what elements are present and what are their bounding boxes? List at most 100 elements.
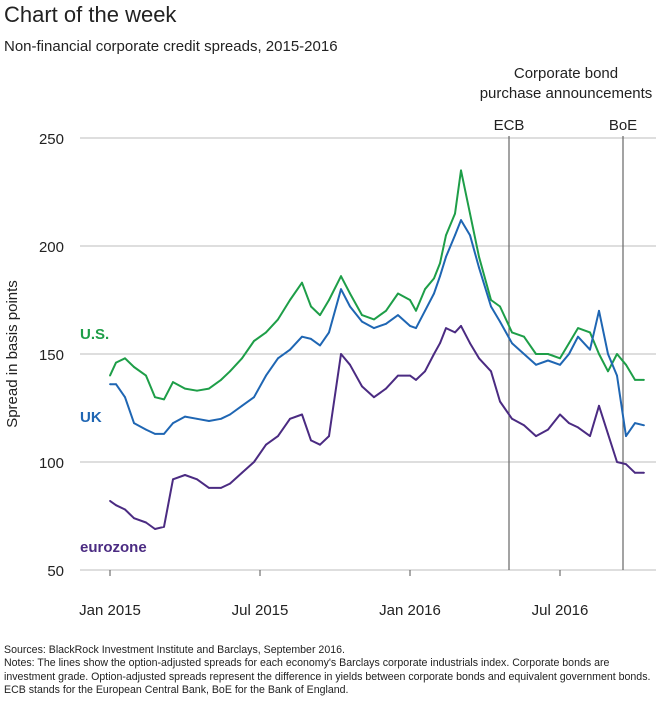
- data-point: [499, 400, 501, 403]
- data-point: [154, 396, 156, 399]
- data-point: [289, 299, 291, 301]
- data-point: [439, 342, 441, 345]
- data-point: [433, 353, 435, 355]
- data-point: [340, 288, 342, 291]
- data-point: [277, 318, 279, 321]
- data-point: [184, 387, 186, 390]
- data-point: [523, 424, 525, 427]
- data-point: [328, 331, 330, 334]
- data-point: [577, 335, 579, 338]
- data-point: [265, 443, 267, 446]
- data-point: [439, 275, 441, 278]
- data-point: [643, 424, 645, 427]
- data-point: [397, 314, 399, 316]
- data-point: [172, 422, 174, 424]
- data-point: [511, 331, 513, 334]
- data-point: [241, 471, 243, 474]
- data-point: [397, 292, 399, 295]
- data-point: [433, 292, 435, 295]
- data-point: [634, 379, 636, 381]
- data-point: [385, 322, 387, 325]
- series-label: U.S.: [80, 326, 109, 343]
- series-label: eurozone: [80, 539, 147, 556]
- footer-sources: Sources: BlackRock Investment Institute …: [4, 644, 345, 656]
- data-point: [253, 461, 255, 463]
- y-tick-label: 150: [39, 347, 64, 364]
- data-point: [289, 417, 291, 420]
- data-point: [490, 299, 492, 301]
- data-point: [460, 169, 462, 172]
- data-point: [409, 325, 411, 327]
- data-point: [319, 314, 321, 316]
- data-point: [478, 255, 480, 258]
- data-point: [424, 288, 426, 291]
- data-point: [547, 353, 549, 355]
- data-point: [253, 340, 255, 342]
- data-point: [625, 363, 627, 366]
- data-point: [124, 508, 126, 511]
- data-point: [589, 331, 591, 334]
- data-point: [598, 404, 600, 407]
- data-point: [319, 443, 321, 446]
- data-point: [625, 463, 627, 466]
- data-point: [229, 482, 231, 485]
- data-point: [577, 327, 579, 329]
- data-point: [445, 327, 447, 329]
- data-point: [310, 305, 312, 308]
- data-point: [643, 379, 645, 381]
- data-point: [133, 422, 135, 424]
- data-point: [145, 374, 147, 377]
- data-point: [196, 389, 198, 392]
- data-point: [277, 435, 279, 437]
- data-point: [568, 353, 570, 355]
- data-point: [373, 396, 375, 399]
- data-point: [133, 517, 135, 520]
- y-axis-label: Spread in basis points: [4, 280, 21, 428]
- data-point: [397, 374, 399, 377]
- series-line-eurozone: [109, 324, 644, 530]
- data-point: [124, 357, 126, 360]
- data-point: [328, 435, 330, 437]
- data-point: [616, 374, 618, 377]
- data-point: [115, 383, 117, 386]
- data-point: [349, 363, 351, 366]
- data-point: [301, 281, 303, 284]
- data-point: [277, 357, 279, 360]
- data-point: [469, 234, 471, 237]
- data-point: [229, 413, 231, 416]
- data-point: [589, 435, 591, 437]
- data-point: [124, 396, 126, 399]
- data-point: [511, 417, 513, 420]
- data-point: [469, 212, 471, 215]
- data-point: [535, 363, 537, 366]
- y-tick-label: 100: [39, 455, 64, 472]
- data-point: [523, 353, 525, 355]
- data-point: [208, 387, 210, 390]
- data-point: [523, 335, 525, 338]
- data-point: [115, 361, 117, 364]
- data-point: [349, 292, 351, 295]
- series-label: UK: [80, 409, 102, 426]
- data-point: [559, 413, 561, 416]
- annotation-heading: Corporate bond purchase announcements: [470, 64, 662, 104]
- data-point: [424, 309, 426, 312]
- data-point: [598, 353, 600, 355]
- data-point: [241, 357, 243, 360]
- data-point: [643, 471, 645, 474]
- data-point: [154, 528, 156, 530]
- data-point: [547, 428, 549, 431]
- data-point: [301, 335, 303, 338]
- data-point: [310, 338, 312, 340]
- data-point: [109, 383, 111, 386]
- data-point: [478, 357, 480, 360]
- data-point: [163, 525, 165, 528]
- data-point: [340, 275, 342, 278]
- data-point: [319, 344, 321, 347]
- data-point: [145, 521, 147, 524]
- data-point: [115, 504, 117, 507]
- data-point: [385, 387, 387, 390]
- data-point: [196, 417, 198, 420]
- announcement-label: ECB: [494, 117, 525, 134]
- data-point: [490, 305, 492, 308]
- data-point: [568, 422, 570, 424]
